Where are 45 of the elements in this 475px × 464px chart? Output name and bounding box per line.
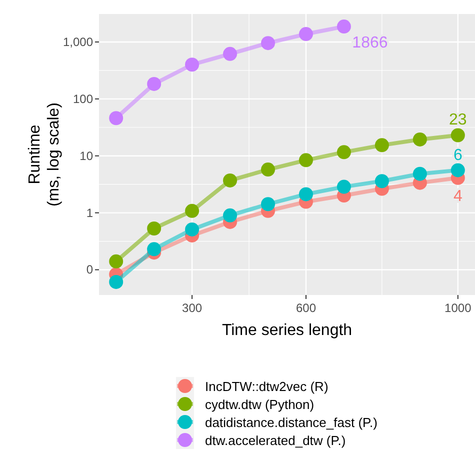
y-tick-label: 100: [72, 92, 94, 106]
point: [109, 111, 124, 126]
y-tick-label: 10: [80, 148, 94, 163]
point: [261, 162, 276, 177]
point: [374, 174, 389, 188]
x-tick-label: 600: [296, 301, 316, 315]
legend-label: IncDTW::dtw2vec (R): [205, 379, 328, 394]
point: [450, 163, 465, 178]
y-tick-label: 1: [86, 206, 94, 220]
legend-label: datidistance.distance_fast (P.): [205, 415, 378, 430]
legend-label: dtw.accelerated_dtw (P.): [205, 433, 346, 448]
point: [336, 180, 351, 194]
point: [147, 76, 162, 91]
x-tick-label: 300: [182, 301, 202, 315]
point: [185, 204, 200, 218]
point: [147, 242, 162, 256]
point: [412, 132, 427, 146]
point: [298, 153, 313, 168]
point: [223, 46, 238, 61]
point: [412, 166, 427, 181]
point: [336, 145, 351, 160]
data-label: 1866: [352, 34, 388, 52]
point: [298, 187, 313, 202]
point: [109, 254, 124, 268]
x-axis-title: Time series length: [222, 322, 352, 339]
point: [185, 58, 200, 72]
point: [223, 208, 238, 222]
y-axis-title: Runtime (ms, log scale): [26, 102, 62, 207]
y-tick-label: 0: [86, 262, 94, 277]
x-tick-label: 1000: [444, 301, 472, 315]
data-label: 6: [453, 147, 462, 164]
data-label: 4: [453, 188, 462, 205]
point: [223, 173, 238, 188]
point: [336, 20, 351, 34]
point: [261, 197, 276, 212]
legend-label: cydtw.dtw (Python): [205, 397, 314, 412]
point: [450, 128, 465, 142]
point: [147, 221, 162, 236]
point: [374, 138, 389, 152]
point: [261, 36, 276, 50]
point: [298, 27, 313, 42]
data-label: 23: [449, 111, 467, 128]
point: [185, 222, 200, 236]
y-tick-label: 1,000: [62, 34, 94, 49]
point: [109, 274, 124, 289]
